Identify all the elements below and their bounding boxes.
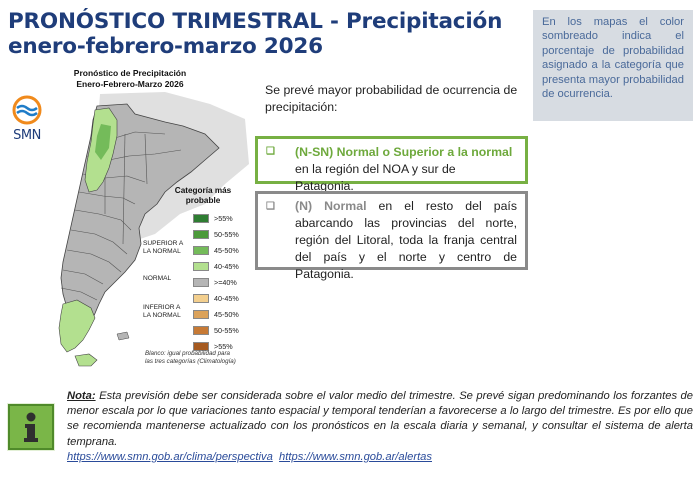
- legend-group-superior: SUPERIOR A LA NORMAL: [143, 240, 183, 256]
- legend-item: >55%: [193, 212, 233, 224]
- forecast-ns-highlight: (N-SN) Normal o Superior a la normal: [295, 145, 513, 159]
- legend-item: 40-45%: [193, 292, 239, 304]
- note-label: Nota:: [67, 390, 96, 402]
- legend-note-line-1: Blanco: igual probabilidad para: [145, 350, 230, 357]
- legend-label: >55%: [214, 213, 233, 223]
- page-title: PRONÓSTICO TRIMESTRAL - Precipitación en…: [8, 9, 508, 59]
- checkbox-bullet-icon: ❑: [266, 201, 275, 212]
- legend-title: Categoría más probable: [168, 186, 238, 206]
- legend-swatch: [193, 277, 209, 287]
- legend-label: 40-45%: [214, 261, 239, 271]
- legend-label: >55%: [214, 341, 233, 351]
- legend-swatch: [193, 261, 209, 271]
- legend-label: 50-55%: [214, 229, 239, 239]
- legend-group-inferior: INFERIOR A LA NORMAL: [143, 304, 181, 320]
- legend-note: Blanco: igual probabilidad para las tres…: [145, 350, 245, 365]
- legend-group-inferior-line-2: LA NORMAL: [143, 312, 181, 319]
- legend-item: 50-55%: [193, 228, 239, 240]
- legend-group-normal: NORMAL: [143, 275, 172, 282]
- note-body: Esta previsión debe ser considerada sobr…: [67, 390, 693, 448]
- legend-item: 45-50%: [193, 244, 239, 256]
- legend-label: 40-45%: [214, 293, 239, 303]
- title-line-1: PRONÓSTICO TRIMESTRAL - Precipitación: [8, 9, 503, 34]
- malvinas-islands: [116, 331, 130, 341]
- smn-logo-text: SMN: [13, 128, 41, 143]
- forecast-intro: Se prevé mayor probabilidad de ocurrenci…: [265, 83, 518, 114]
- note-links: https://www.smn.gob.ar/clima/perspectiva…: [67, 450, 693, 465]
- legend-swatch: [193, 293, 209, 303]
- forecast-n-highlight: (N) Normal: [295, 199, 367, 213]
- forecast-n-rest: en el resto del país abarcando las provi…: [295, 199, 517, 281]
- south-patagonia-region: [58, 299, 96, 353]
- noa-region-core: [95, 124, 111, 160]
- legend-item: >55%: [193, 340, 233, 352]
- forecast-ns-rest: en la región del NOA y sur de Patagonia.: [295, 162, 456, 193]
- info-icon: [7, 403, 55, 451]
- legend-group-inferior-line-1: INFERIOR A: [143, 304, 181, 311]
- legend-label: 50-55%: [214, 325, 239, 335]
- forecast-box-normal: ❑ (N) Normal en el resto del país abarca…: [255, 191, 528, 281]
- legend-note-line-2: las tres categorías (Climatología): [145, 357, 236, 365]
- forecast-box-normal-text: (N) Normal en el resto del país abarcand…: [268, 198, 517, 283]
- map-title: Pronóstico de Precipitación Enero-Febrer…: [55, 68, 205, 90]
- forecast-box-normal-superior-text: (N-SN) Normal o Superior a la normal en …: [268, 144, 517, 195]
- checkbox-bullet-icon: ❑: [266, 146, 275, 157]
- legend-swatch: [193, 309, 209, 319]
- smn-logo: [12, 95, 42, 125]
- legend-item: >=40%: [193, 276, 237, 288]
- legend-swatch: [193, 341, 209, 351]
- legend-swatch: [193, 325, 209, 335]
- info-box: En los mapas el color sombreado indica e…: [533, 10, 693, 121]
- legend-label: >=40%: [214, 277, 237, 287]
- tierra-del-fuego: [74, 353, 98, 367]
- title-line-2: enero-febrero-marzo 2026: [8, 34, 323, 59]
- legend-swatch: [193, 229, 209, 239]
- argentina-map: [58, 92, 249, 367]
- forecast-map-panel: Pronóstico de Precipitación Enero-Febrer…: [5, 64, 249, 375]
- legend-item: 45-50%: [193, 308, 239, 320]
- perspectiva-link[interactable]: https://www.smn.gob.ar/clima/perspectiva: [67, 450, 273, 463]
- legend-group-superior-line-2: LA NORMAL: [143, 248, 181, 255]
- legend-label: 45-50%: [214, 245, 239, 255]
- forecast-box-normal-superior: ❑ (N-SN) Normal o Superior a la normal e…: [255, 136, 528, 193]
- legend-swatch: [193, 245, 209, 255]
- legend-item: 40-45%: [193, 260, 239, 272]
- alertas-link[interactable]: https://www.smn.gob.ar/alertas: [279, 450, 432, 463]
- note-paragraph: Nota: Esta previsión debe ser considerad…: [67, 389, 693, 465]
- legend-group-superior-line-1: SUPERIOR A: [143, 240, 184, 247]
- legend-item: 50-55%: [193, 324, 239, 336]
- legend-label: 45-50%: [214, 309, 239, 319]
- legend-swatch: [193, 213, 209, 223]
- legend-title-line-2: probable: [185, 196, 221, 205]
- legend-title-line-1: Categoría más: [174, 186, 232, 195]
- map-title-line-2: Enero-Febrero-Marzo 2026: [76, 79, 184, 89]
- info-i-glyph-icon: [24, 412, 38, 442]
- map-title-line-1: Pronóstico de Precipitación: [73, 68, 187, 78]
